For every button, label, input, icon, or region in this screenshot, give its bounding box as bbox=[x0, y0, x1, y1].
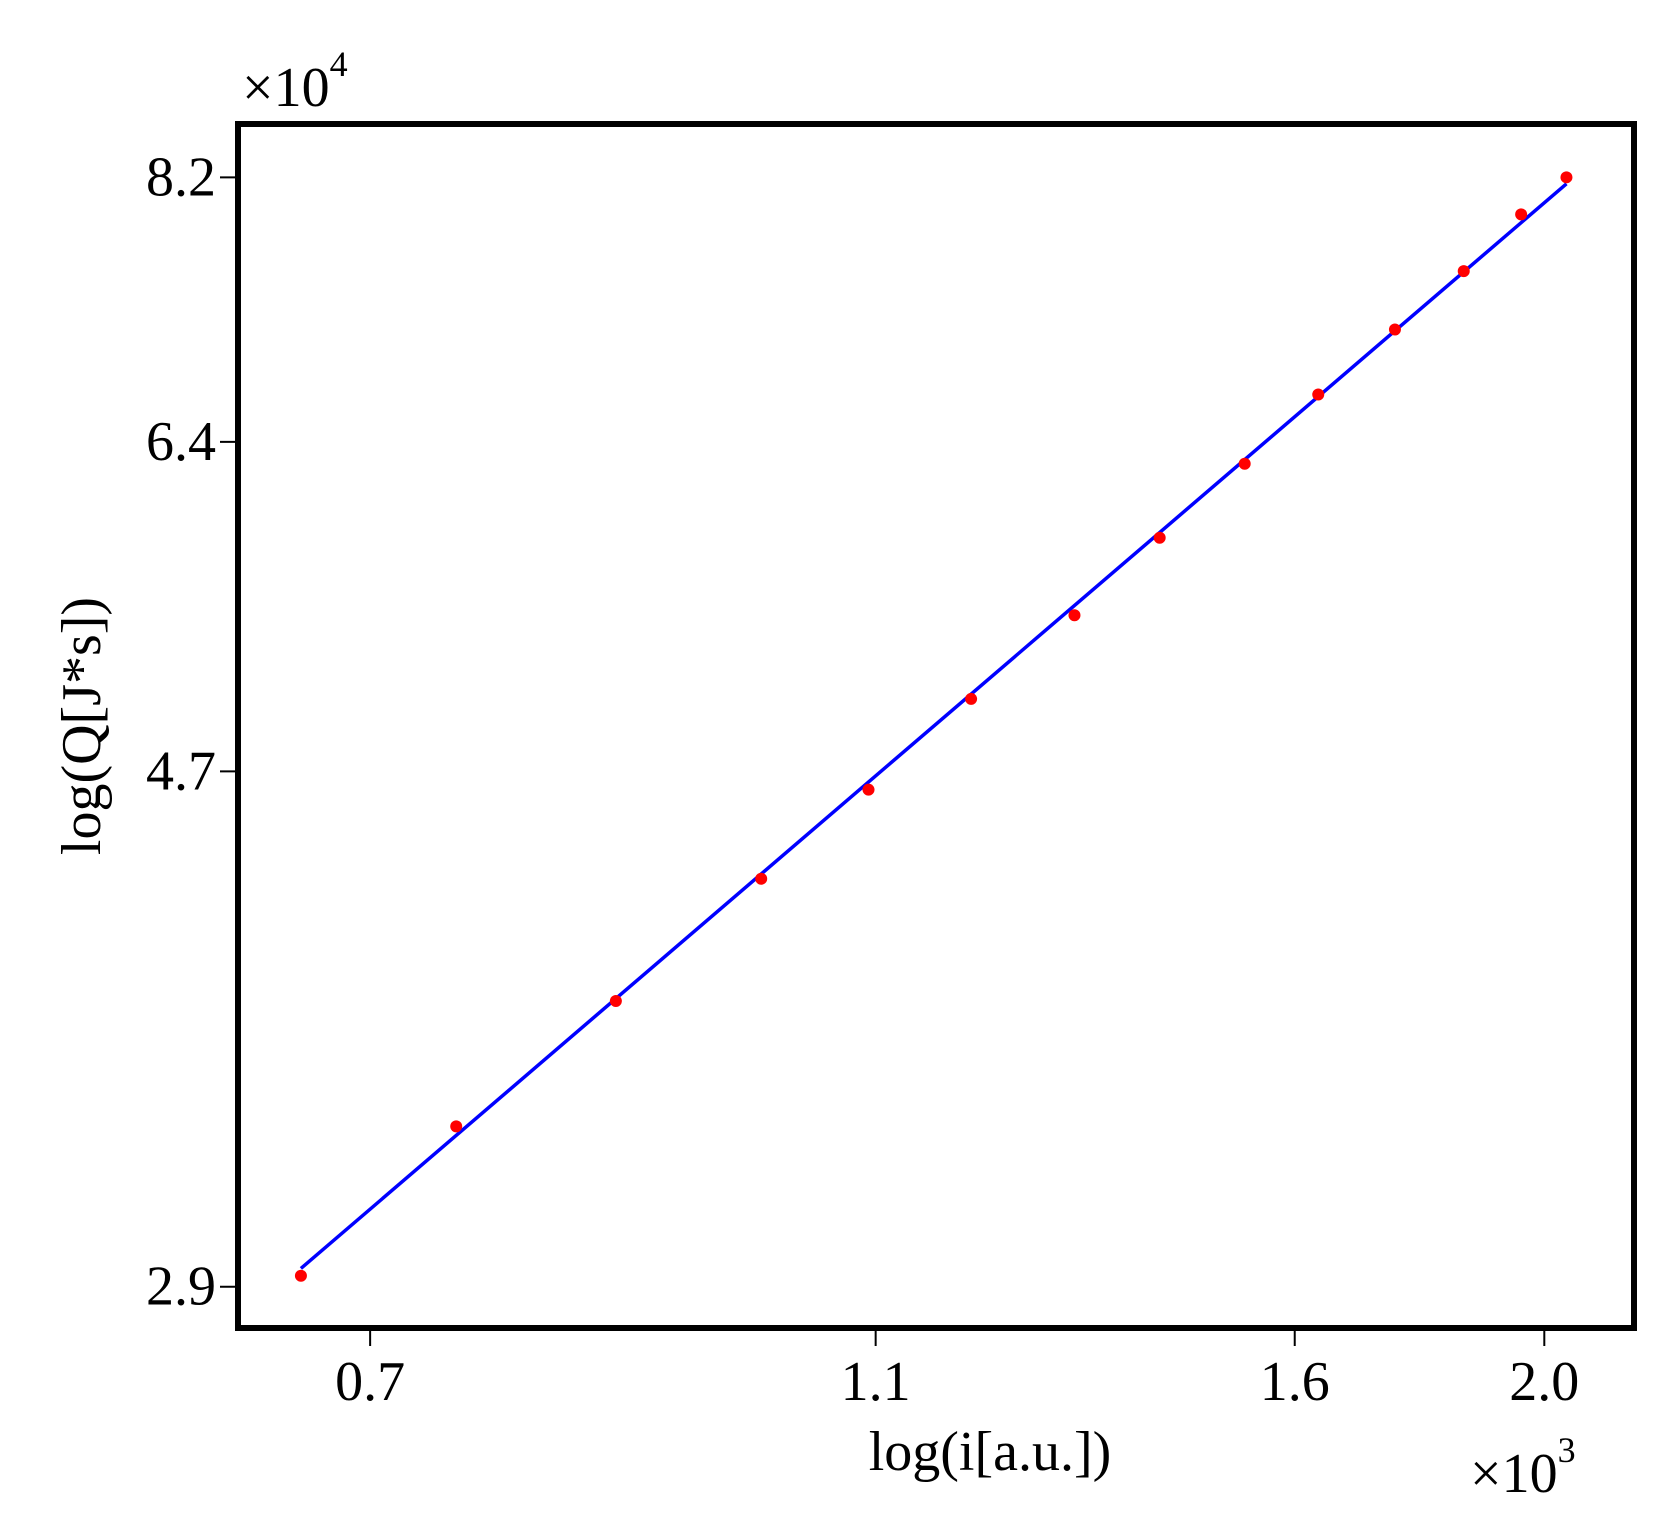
x-tick-label: 2.0 bbox=[1509, 1351, 1579, 1413]
y-axis-label: log(Q[J*s]) bbox=[51, 597, 113, 855]
data-point bbox=[1068, 609, 1081, 622]
x-multiplier: ×103 bbox=[1470, 1430, 1576, 1505]
data-point bbox=[294, 1269, 307, 1282]
data-point bbox=[1238, 457, 1251, 470]
x-axis-label: log(i[a.u.]) bbox=[869, 1421, 1112, 1483]
data-point bbox=[862, 783, 875, 796]
y-tick-label: 2.9 bbox=[146, 1256, 216, 1318]
data-point bbox=[450, 1120, 463, 1133]
data-point bbox=[965, 692, 978, 705]
y-multiplier-base: ×10 bbox=[242, 57, 330, 119]
y-tick-label: 8.2 bbox=[146, 146, 216, 208]
x-tick-label: 0.7 bbox=[335, 1351, 405, 1413]
x-multiplier-base: ×10 bbox=[1470, 1443, 1558, 1505]
data-point bbox=[1515, 208, 1528, 221]
y-multiplier: ×104 bbox=[242, 44, 348, 119]
x-tick-label: 1.1 bbox=[841, 1351, 911, 1413]
y-tick-label: 4.7 bbox=[146, 740, 216, 802]
data-point bbox=[1388, 323, 1401, 336]
data-point bbox=[1153, 531, 1166, 544]
y-multiplier-exponent: 4 bbox=[330, 44, 348, 84]
x-multiplier-exponent: 3 bbox=[1558, 1430, 1576, 1470]
data-point bbox=[1457, 265, 1470, 278]
y-tick-label: 6.4 bbox=[146, 411, 216, 473]
fit-line bbox=[299, 182, 1568, 1270]
data-point bbox=[609, 995, 622, 1008]
plot-frame bbox=[235, 121, 1637, 1331]
data-point bbox=[755, 872, 768, 885]
data-point bbox=[1560, 171, 1573, 184]
x-tick-label: 1.6 bbox=[1260, 1351, 1330, 1413]
data-point bbox=[1312, 388, 1325, 401]
